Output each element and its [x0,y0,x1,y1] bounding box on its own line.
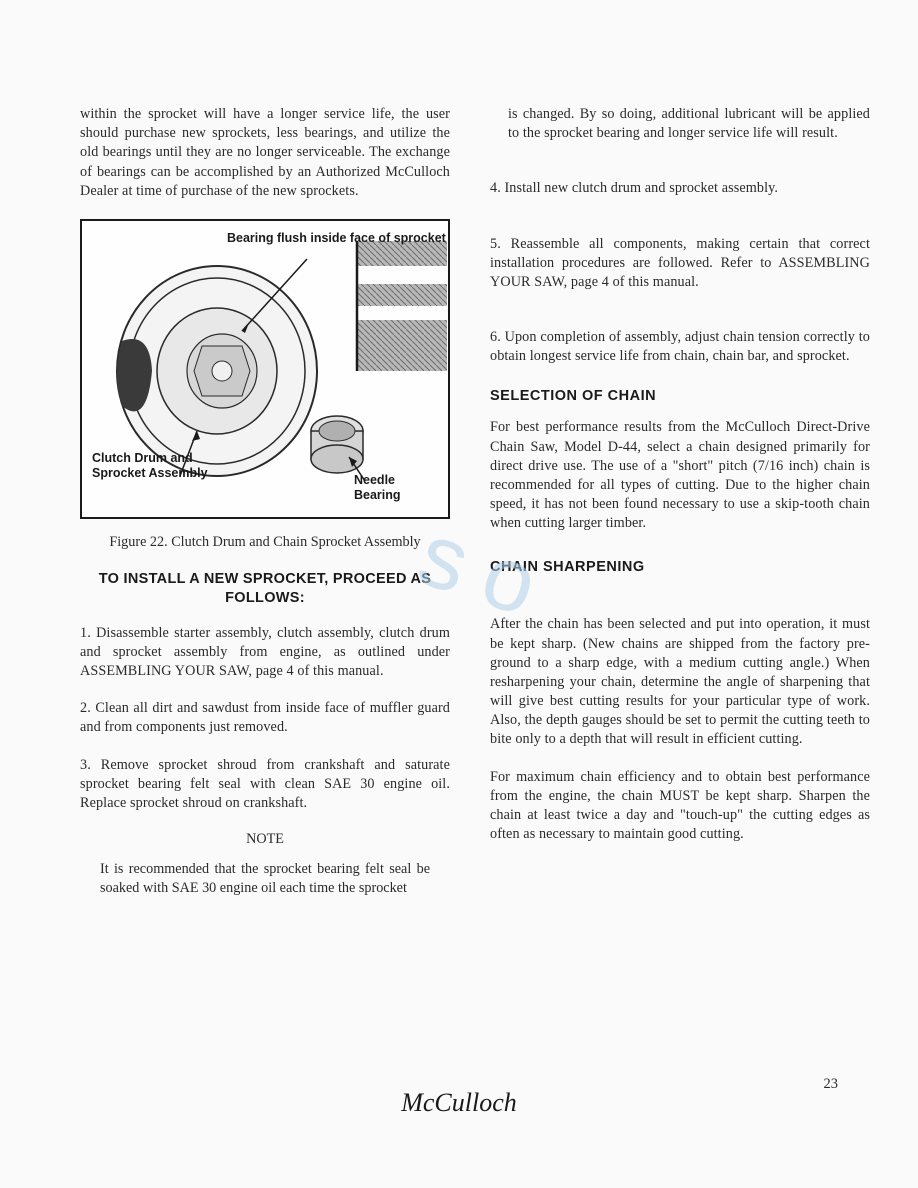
page-body: within the sprocket will have a longer s… [80,105,858,898]
fig-label-right: Needle Bearing [354,473,424,504]
install-step-4: 4. Install new clutch drum and sprocket … [490,179,870,198]
install-heading: TO INSTALL A NEW SPROCKET, PROCEED AS FO… [80,570,450,608]
sharpening-heading: CHAIN SHARPENING [490,559,870,575]
figure-22-caption: Figure 22. Clutch Drum and Chain Sprocke… [80,533,450,552]
selection-heading: SELECTION OF CHAIN [490,388,870,404]
intro-paragraph: within the sprocket will have a longer s… [80,105,450,201]
left-column: within the sprocket will have a longer s… [80,105,450,898]
page-number: 23 [824,1076,839,1093]
figure-22-box: Bearing flush inside face of sprocket Cl… [80,219,450,519]
install-step-5: 5. Reassemble all components, making cer… [490,235,870,293]
sharpening-para-1: After the chain has been selected and pu… [490,615,870,749]
note-body: It is recommended that the sprocket bear… [80,860,450,898]
selection-paragraph: For best performance results from the Mc… [490,418,870,533]
note-continued: is changed. By so doing, additional lubr… [490,105,870,143]
install-step-1: 1. Disassemble starter assembly, clutch … [80,624,450,682]
brand-footer: McCulloch [401,1088,517,1118]
note-label: NOTE [80,831,450,848]
right-column: is changed. By so doing, additional lubr… [490,105,870,898]
fig-label-left: Clutch Drum and Sprocket Assembly [92,451,217,482]
install-step-3: 3. Remove sprocket shroud from crankshaf… [80,756,450,814]
install-step-6: 6. Upon completion of assembly, adjust c… [490,328,870,366]
sharpening-para-2: For maximum chain efficiency and to obta… [490,768,870,845]
fig-label-top: Bearing flush inside face of sprocket [227,231,446,247]
install-step-2: 2. Clean all dirt and sawdust from insid… [80,699,450,737]
